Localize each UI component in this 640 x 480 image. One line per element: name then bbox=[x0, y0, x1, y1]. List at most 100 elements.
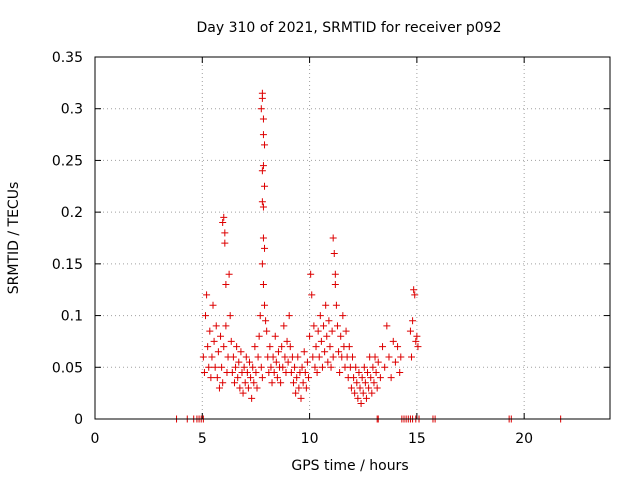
data-point bbox=[217, 332, 225, 340]
data-point bbox=[257, 105, 265, 113]
data-point bbox=[258, 198, 266, 206]
data-point bbox=[208, 353, 216, 361]
data-point bbox=[270, 368, 278, 376]
data-point bbox=[371, 353, 379, 361]
data-point bbox=[259, 115, 267, 123]
data-point bbox=[376, 374, 384, 382]
data-point bbox=[313, 368, 321, 376]
data-point bbox=[298, 363, 306, 371]
data-point bbox=[251, 343, 259, 351]
data-point bbox=[410, 286, 418, 294]
data-point bbox=[286, 343, 294, 351]
data-point bbox=[360, 363, 368, 371]
data-point bbox=[267, 363, 275, 371]
data-point bbox=[258, 260, 266, 268]
data-point bbox=[320, 322, 328, 330]
data-point bbox=[292, 389, 300, 397]
data-point bbox=[210, 337, 218, 345]
y-axis-label: SRMTID / TECUs bbox=[6, 182, 22, 295]
data-point bbox=[227, 337, 235, 345]
data-point bbox=[287, 368, 295, 376]
data-point bbox=[309, 353, 317, 361]
data-point bbox=[394, 343, 402, 351]
data-point bbox=[222, 281, 230, 289]
data-point bbox=[365, 384, 373, 392]
data-point bbox=[248, 394, 256, 402]
data-point bbox=[321, 348, 329, 356]
data-point bbox=[250, 379, 258, 387]
data-point bbox=[213, 374, 221, 382]
data-point bbox=[335, 348, 343, 356]
data-point bbox=[240, 363, 248, 371]
data-point bbox=[367, 374, 375, 382]
data-point bbox=[369, 363, 377, 371]
data-point bbox=[305, 374, 313, 382]
data-point bbox=[212, 322, 220, 330]
data-point bbox=[261, 244, 269, 252]
data-point bbox=[268, 379, 276, 387]
data-point bbox=[241, 379, 249, 387]
data-point bbox=[253, 384, 261, 392]
data-point bbox=[356, 384, 364, 392]
data-point bbox=[325, 317, 333, 325]
data-point bbox=[199, 353, 207, 361]
data-point bbox=[385, 353, 393, 361]
data-point bbox=[258, 167, 266, 175]
data-point bbox=[350, 374, 358, 382]
x-tick-label: 5 bbox=[198, 431, 207, 447]
data-point bbox=[237, 348, 245, 356]
data-point bbox=[221, 229, 229, 237]
data-point bbox=[219, 379, 227, 387]
data-point bbox=[299, 379, 307, 387]
data-point bbox=[379, 343, 387, 351]
data-point bbox=[381, 363, 389, 371]
data-point bbox=[258, 94, 266, 102]
data-point bbox=[242, 353, 250, 361]
data-point bbox=[254, 353, 262, 361]
data-point bbox=[228, 368, 236, 376]
data-point bbox=[203, 291, 211, 299]
data-point bbox=[300, 348, 308, 356]
data-point bbox=[230, 379, 238, 387]
y-tick-label: 0 bbox=[74, 412, 83, 428]
data-point bbox=[391, 358, 399, 366]
data-point bbox=[302, 384, 310, 392]
data-point bbox=[202, 312, 210, 320]
data-point bbox=[307, 270, 315, 278]
data-point bbox=[262, 317, 270, 325]
data-point bbox=[239, 389, 247, 397]
data-point bbox=[206, 327, 214, 335]
data-point bbox=[234, 374, 242, 382]
x-tick-label: 15 bbox=[408, 431, 426, 447]
data-point bbox=[301, 368, 309, 376]
data-point bbox=[355, 368, 363, 376]
data-point bbox=[322, 301, 330, 309]
data-point bbox=[329, 353, 337, 361]
y-tick-label: 0.2 bbox=[61, 205, 83, 221]
y-tick-label: 0.3 bbox=[61, 102, 83, 118]
x-tick-label: 0 bbox=[91, 431, 100, 447]
data-point bbox=[312, 343, 320, 351]
x-tick-label: 10 bbox=[301, 431, 319, 447]
data-point bbox=[252, 368, 260, 376]
data-point bbox=[331, 270, 339, 278]
data-point bbox=[243, 368, 251, 376]
data-point bbox=[255, 332, 263, 340]
data-point bbox=[207, 374, 215, 382]
data-point bbox=[370, 379, 378, 387]
data-point bbox=[411, 291, 419, 299]
data-point bbox=[259, 162, 267, 170]
y-tick-labels: 0 0.05 0.1 0.15 0.2 0.25 0.3 0.35 bbox=[52, 50, 83, 428]
data-point bbox=[409, 317, 417, 325]
data-point bbox=[337, 332, 345, 340]
data-point bbox=[249, 363, 257, 371]
data-point bbox=[408, 353, 416, 361]
data-point bbox=[406, 327, 414, 335]
data-point bbox=[345, 343, 353, 351]
data-point bbox=[236, 384, 244, 392]
data-point bbox=[359, 389, 367, 397]
data-point bbox=[383, 322, 391, 330]
data-point bbox=[317, 337, 325, 345]
data-point bbox=[316, 312, 324, 320]
data-point bbox=[214, 348, 222, 356]
